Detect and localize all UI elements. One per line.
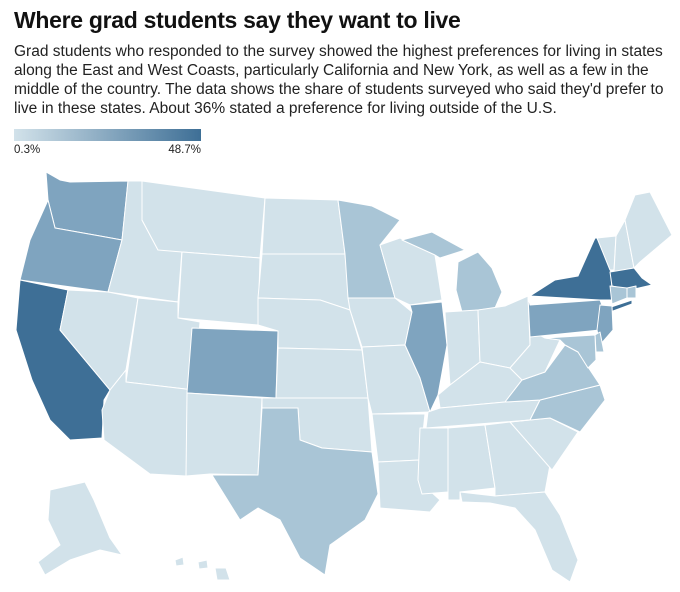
chart-title: Where grad students say they want to liv… bbox=[14, 7, 461, 33]
state-ND bbox=[261, 197, 346, 255]
state-PA bbox=[527, 295, 608, 338]
state-MS bbox=[417, 427, 449, 495]
state-RI bbox=[626, 285, 637, 299]
state-CT bbox=[609, 285, 628, 305]
legend-labels: 0.3% 48.7% bbox=[14, 144, 201, 160]
state-KS bbox=[275, 347, 369, 399]
legend-max-label: 48.7% bbox=[168, 144, 201, 156]
state-MD bbox=[544, 334, 597, 369]
state-ME bbox=[624, 191, 673, 269]
legend-min-label: 0.3% bbox=[14, 144, 41, 156]
state-TX bbox=[211, 407, 379, 576]
color-legend: 0.3% 48.7% bbox=[14, 129, 201, 160]
state-AK bbox=[37, 481, 123, 576]
state-FL bbox=[459, 491, 579, 583]
state-MT bbox=[141, 180, 266, 259]
state-AR bbox=[371, 413, 426, 463]
state-MI bbox=[401, 231, 503, 313]
state-WI bbox=[379, 237, 443, 306]
state-NM bbox=[185, 392, 263, 477]
state-CO bbox=[186, 327, 279, 399]
state-AZ bbox=[101, 369, 195, 477]
chart-subtitle: Grad students who responded to the surve… bbox=[14, 43, 664, 117]
state-WY bbox=[177, 251, 261, 326]
state-HI bbox=[174, 556, 231, 581]
legend-gradient-bar bbox=[14, 129, 201, 141]
